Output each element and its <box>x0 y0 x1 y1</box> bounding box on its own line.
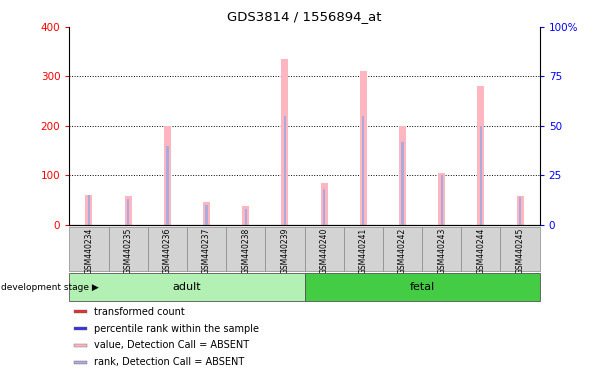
Bar <box>226 227 265 271</box>
Bar <box>86 195 92 225</box>
Text: percentile rank within the sample: percentile rank within the sample <box>94 324 259 334</box>
Bar <box>344 227 383 271</box>
Text: GSM440235: GSM440235 <box>124 228 133 274</box>
Bar <box>206 205 207 225</box>
Bar <box>74 310 87 313</box>
Text: GSM440240: GSM440240 <box>320 228 329 274</box>
Text: value, Detection Call = ABSENT: value, Detection Call = ABSENT <box>94 340 250 350</box>
Text: GSM440237: GSM440237 <box>202 228 211 274</box>
Bar <box>383 227 422 271</box>
Bar <box>323 189 325 225</box>
Bar <box>74 361 87 364</box>
Text: GSM440234: GSM440234 <box>84 228 93 274</box>
Bar <box>321 183 327 225</box>
Text: fetal: fetal <box>409 282 435 292</box>
Bar <box>282 59 288 225</box>
Bar <box>478 86 484 225</box>
Text: adult: adult <box>172 282 201 292</box>
Bar <box>305 227 344 271</box>
Bar <box>265 227 305 271</box>
Bar <box>441 175 443 225</box>
Bar <box>438 173 445 225</box>
Bar <box>305 273 540 301</box>
Text: GSM440244: GSM440244 <box>476 228 485 274</box>
Bar <box>109 227 148 271</box>
Bar <box>88 195 90 225</box>
Text: GSM440238: GSM440238 <box>241 228 250 274</box>
Bar <box>402 142 403 225</box>
Text: development stage ▶: development stage ▶ <box>1 283 99 291</box>
Text: transformed count: transformed count <box>94 307 185 317</box>
Text: GSM440242: GSM440242 <box>398 228 407 274</box>
Bar <box>519 197 521 225</box>
Text: GSM440236: GSM440236 <box>163 228 172 274</box>
Text: GSM440245: GSM440245 <box>516 228 525 274</box>
Bar <box>74 327 87 330</box>
Bar <box>517 196 523 225</box>
Bar <box>187 227 226 271</box>
Text: rank, Detection Call = ABSENT: rank, Detection Call = ABSENT <box>94 357 245 367</box>
Text: GSM440243: GSM440243 <box>437 228 446 274</box>
Bar <box>148 227 187 271</box>
Bar <box>69 227 109 271</box>
Bar <box>284 116 286 225</box>
Bar <box>242 206 249 225</box>
Bar <box>500 227 540 271</box>
Bar <box>74 344 87 347</box>
Bar <box>480 126 482 225</box>
Bar <box>461 227 500 271</box>
Bar <box>127 199 129 225</box>
Bar <box>360 71 367 225</box>
Text: GSM440241: GSM440241 <box>359 228 368 274</box>
Bar <box>399 126 406 225</box>
Bar <box>164 126 171 225</box>
Bar <box>362 116 364 225</box>
Text: GSM440239: GSM440239 <box>280 228 289 274</box>
Bar <box>166 146 168 225</box>
Bar <box>69 273 305 301</box>
Title: GDS3814 / 1556894_at: GDS3814 / 1556894_at <box>227 10 382 23</box>
Bar <box>125 196 131 225</box>
Bar <box>203 202 210 225</box>
Bar <box>245 209 247 225</box>
Bar <box>422 227 461 271</box>
